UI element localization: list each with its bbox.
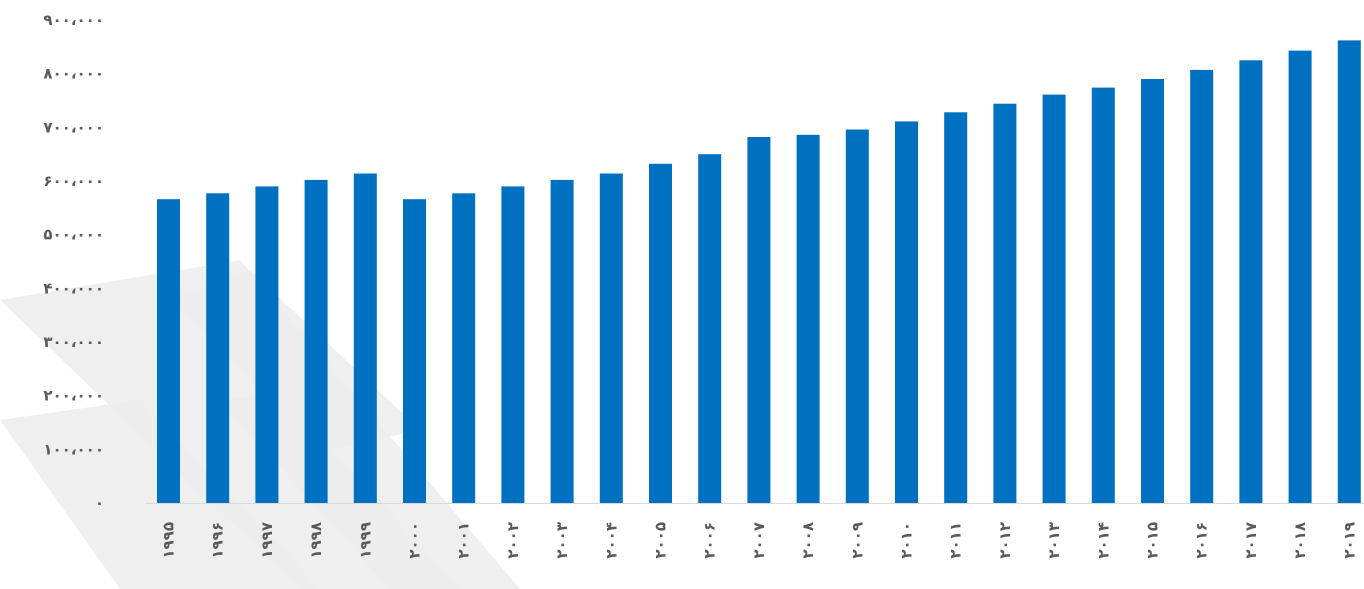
bar xyxy=(255,186,279,503)
x-tick-label: ۲۰۰۱ xyxy=(455,522,473,559)
x-tick-label: ۲۰۰۶ xyxy=(701,522,719,559)
x-tick-label: ۲۰۱۵ xyxy=(1144,522,1162,559)
bar xyxy=(403,199,426,503)
y-tick-label: ۶۰۰،۰۰۰ xyxy=(43,172,104,190)
x-tick-label: ۲۰۱۸ xyxy=(1291,522,1309,559)
bar xyxy=(353,173,377,503)
bar xyxy=(157,199,180,503)
x-tick-label: ۱۹۹۵ xyxy=(160,522,178,559)
bar xyxy=(649,163,672,504)
y-tick-label: ۳۰۰،۰۰۰ xyxy=(43,333,104,351)
watermark-shape xyxy=(220,395,460,589)
bar xyxy=(1091,87,1115,503)
x-tick-label: ۲۰۰۳ xyxy=(553,522,571,559)
bar xyxy=(845,129,869,503)
x-tick-label: ۲۰۰۰ xyxy=(406,522,424,559)
bar xyxy=(993,103,1017,503)
bar xyxy=(747,137,771,503)
bars xyxy=(157,40,1361,504)
bar xyxy=(944,112,968,504)
x-tick-label: ۲۰۰۹ xyxy=(848,522,866,559)
bar xyxy=(501,186,525,503)
bar xyxy=(550,179,574,503)
y-tick-label: ۱۰۰،۰۰۰ xyxy=(43,440,104,458)
y-tick-label: ۷۰۰،۰۰۰ xyxy=(43,118,104,136)
bar xyxy=(304,179,328,503)
y-tick-label: ۴۰۰،۰۰۰ xyxy=(43,279,104,297)
x-tick-label: ۲۰۱۰ xyxy=(898,522,916,559)
x-tick-label: ۱۹۹۹ xyxy=(356,522,374,559)
bar xyxy=(1288,50,1312,503)
x-tick-label: ۲۰۰۴ xyxy=(602,522,620,559)
y-tick-label: ۹۰۰،۰۰۰ xyxy=(43,11,104,29)
bar xyxy=(1141,79,1164,503)
x-tick-label: ۲۰۰۵ xyxy=(652,522,670,559)
x-tick-label: ۲۰۱۴ xyxy=(1094,522,1112,559)
bar xyxy=(1190,69,1214,504)
x-tick-label: ۲۰۱۶ xyxy=(1193,522,1211,559)
y-tick-label: ۵۰۰،۰۰۰ xyxy=(43,226,104,244)
x-tick-label: ۱۹۹۷ xyxy=(258,522,276,559)
x-tick-label: ۲۰۱۱ xyxy=(947,522,965,559)
bar xyxy=(698,154,722,503)
x-tick-label: ۲۰۰۸ xyxy=(799,522,817,559)
bar xyxy=(1239,60,1263,504)
bar xyxy=(1042,94,1066,503)
y-tick-label: ۲۰۰،۰۰۰ xyxy=(43,387,104,405)
bar xyxy=(1337,40,1361,504)
x-tick-label: ۱۹۹۶ xyxy=(209,522,227,559)
bar xyxy=(452,193,476,504)
bar xyxy=(895,121,918,504)
x-tick-label: ۲۰۱۹ xyxy=(1340,522,1358,559)
bar xyxy=(599,173,623,503)
x-axis-tick-labels: ۱۹۹۵ ۱۹۹۶ ۱۹۹۷ ۱۹۹۸ ۱۹۹۹ ۲۰۰۰ ۲۰۰۱ ۲۰۰۲ ۲۰۰۳ ۲۰۰۴… xyxy=(160,522,1359,559)
y-tick-label: ۸۰۰،۰۰۰ xyxy=(43,65,104,83)
y-axis-tick-labels: ۰ ۱۰۰،۰۰۰ ۲۰۰،۰۰۰ ۳۰۰،۰۰۰ ۴۰۰،۰۰۰ ۵۰۰،۰۰۰ ۶۰۰،… xyxy=(43,11,104,512)
x-tick-label: ۲۰۱۲ xyxy=(996,522,1014,559)
x-tick-label: ۲۰۰۷ xyxy=(750,522,768,559)
bar xyxy=(206,193,230,504)
x-tick-label: ۱۹۹۸ xyxy=(307,522,325,559)
x-tick-label: ۲۰۱۷ xyxy=(1242,522,1260,559)
x-tick-label: ۲۰۱۳ xyxy=(1045,522,1063,559)
bar xyxy=(796,134,820,504)
x-tick-label: ۲۰۰۲ xyxy=(504,522,522,559)
y-tick-label: ۰ xyxy=(95,494,104,512)
